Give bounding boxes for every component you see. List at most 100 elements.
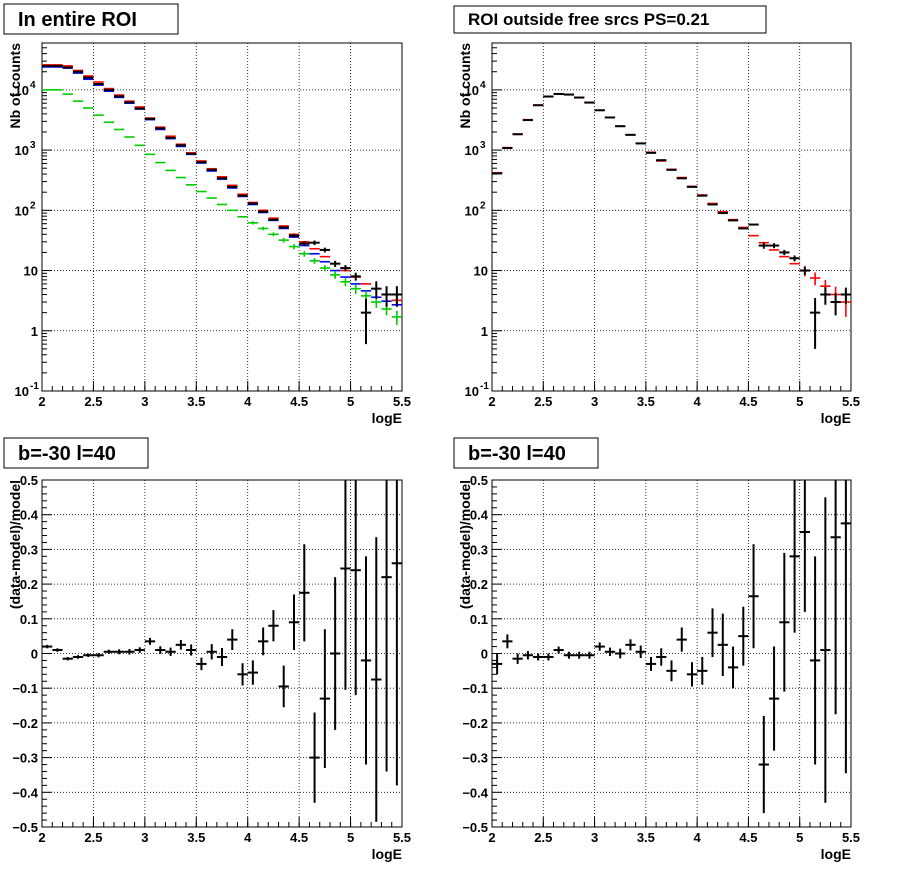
y-tick-label: 0.5: [20, 473, 38, 488]
x-tick-label: 5.5: [842, 830, 860, 845]
y-tick-label: −0.5: [462, 820, 488, 835]
y-tick-label: 0: [481, 647, 488, 662]
y-tick-label: −0.3: [12, 751, 38, 766]
y-tick-label: 0.2: [470, 577, 488, 592]
x-tick-label: 3: [141, 830, 148, 845]
data-layer: [42, 480, 402, 822]
y-tick-label: −0.4: [12, 785, 38, 800]
x-tick-label: 2: [488, 394, 495, 409]
data-layer: [42, 64, 402, 345]
y-tick-label: −0.2: [12, 716, 38, 731]
title-box: [453, 5, 767, 34]
y-tick-label: 0.4: [20, 508, 39, 523]
x-tick-label: 4.5: [739, 394, 757, 409]
x-axis-title: logE: [821, 846, 851, 862]
x-tick-label: 3.5: [187, 394, 205, 409]
x-tick-label: 5: [347, 394, 354, 409]
y-tick-label: 0.1: [20, 612, 38, 627]
y-tick-label: 0.3: [20, 542, 38, 557]
x-tick-label: 4: [694, 830, 702, 845]
x-tick-label: 4: [244, 830, 252, 845]
y-axis-title: Nb of counts: [7, 43, 23, 129]
title-box: [453, 437, 599, 469]
y-tick-label: 10: [465, 203, 479, 218]
y-tick-label: 1: [481, 324, 488, 339]
x-tick-label: 3: [141, 394, 148, 409]
x-tick-label: 2: [488, 830, 495, 845]
title-box: [3, 437, 149, 469]
chart-panel-4: 2 2.5 3 3.5 4 4.5 5 5.5 −0.5 −0.4 −0.3 −0.2 −0.1 0 0.1…: [453, 437, 860, 862]
y-tick-exponent: 4: [480, 80, 486, 91]
y-tick-label: −0.1: [462, 681, 488, 696]
panel-title: ROI outside free srcs PS=0.21: [468, 10, 709, 29]
y-tick-label: 0.1: [470, 612, 488, 627]
y-tick-label: 10: [474, 264, 488, 279]
x-tick-label: 2.5: [534, 830, 552, 845]
y-tick-exponent: 4: [30, 80, 36, 91]
y-tick-label: 0.3: [470, 542, 488, 557]
y-axis-title: Nb of counts: [457, 43, 473, 129]
y-tick-exponent: -1: [30, 381, 39, 392]
x-axis-title: logE: [821, 410, 851, 426]
x-tick-label: 5.5: [393, 830, 411, 845]
x-axis-title: logE: [372, 846, 402, 862]
x-tick-label: 3.5: [637, 830, 655, 845]
y-tick-label: 10: [15, 143, 29, 158]
y-tick-label: 10: [465, 143, 479, 158]
plot-frame: [491, 42, 852, 392]
y-tick-label: 10: [15, 203, 29, 218]
panel-title: b=-30 l=40: [468, 443, 566, 465]
y-tick-label: 10: [15, 83, 29, 98]
data-layer: [492, 480, 851, 814]
y-tick-label: 10: [465, 384, 479, 399]
y-tick-label: −0.5: [12, 820, 38, 835]
y-tick-exponent: 3: [30, 140, 36, 151]
x-tick-label: 4.5: [290, 830, 308, 845]
y-tick-label: 0.5: [470, 473, 488, 488]
y-tick-label: 1: [31, 324, 38, 339]
y-tick-exponent: 2: [30, 200, 36, 211]
x-tick-label: 5: [796, 830, 803, 845]
panel-title: In entire ROI: [18, 9, 137, 31]
y-tick-label: −0.4: [462, 785, 488, 800]
x-tick-label: 3.5: [187, 830, 205, 845]
panel-title: b=-30 l=40: [18, 443, 116, 465]
y-tick-label: −0.3: [462, 751, 488, 766]
x-tick-label: 5: [796, 394, 803, 409]
x-tick-label: 4: [244, 394, 252, 409]
y-axis-title: (data-model)/model: [7, 480, 23, 609]
y-tick-label: 10: [465, 83, 479, 98]
x-tick-label: 5.5: [842, 394, 860, 409]
x-tick-label: 2.5: [534, 394, 552, 409]
data-layer: [492, 92, 851, 349]
y-tick-exponent: 2: [480, 200, 486, 211]
y-tick-label: 0.4: [470, 508, 489, 523]
x-tick-label: 5: [347, 830, 354, 845]
y-tick-label: −0.2: [462, 716, 488, 731]
x-tick-label: 2.5: [84, 394, 102, 409]
y-tick-label: −0.1: [12, 681, 38, 696]
y-tick-label: 10: [15, 384, 29, 399]
x-tick-label: 4.5: [739, 830, 757, 845]
y-tick-label: 0.2: [20, 577, 38, 592]
x-tick-label: 5.5: [393, 394, 411, 409]
y-tick-exponent: 3: [480, 140, 486, 151]
x-tick-label: 4: [694, 394, 702, 409]
y-axis-title: (data-model)/model: [457, 480, 473, 609]
x-tick-label: 3.5: [637, 394, 655, 409]
y-tick-exponent: -1: [480, 381, 489, 392]
x-axis-title: logE: [372, 410, 402, 426]
x-tick-label: 4.5: [290, 394, 308, 409]
title-box: [3, 3, 179, 35]
x-tick-label: 2: [38, 394, 45, 409]
x-tick-label: 3: [591, 830, 598, 845]
y-tick-label: 0: [31, 647, 38, 662]
y-tick-label: 10: [24, 264, 38, 279]
chart-panel-3: 2 2.5 3 3.5 4 4.5 5 5.5 −0.5 −0.4 −0.3 −0.2 −0.1 0 0.1…: [3, 437, 411, 862]
x-tick-label: 2.5: [84, 830, 102, 845]
plot-frame: [41, 42, 403, 392]
plot-frame: [491, 479, 852, 828]
